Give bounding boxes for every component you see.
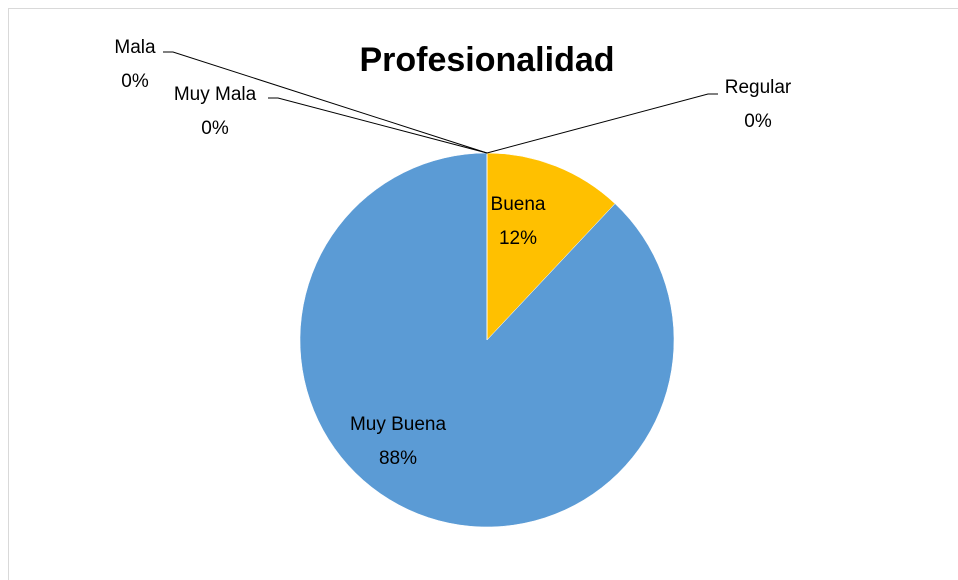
data-label-value: 0% <box>744 111 772 132</box>
leader-line <box>163 51 488 154</box>
pie-slice <box>486 152 616 341</box>
data-label-value: 0% <box>121 71 149 92</box>
data-label-name: Mala <box>114 37 156 58</box>
data-label-name: Regular <box>725 77 792 98</box>
data-label-name: Muy Mala <box>174 84 257 105</box>
leader-lines <box>163 51 718 154</box>
chart-title: Profesionalidad <box>359 41 614 79</box>
data-label-name: Muy Buena <box>350 414 447 435</box>
leader-line <box>486 93 718 154</box>
data-label-value: 12% <box>499 228 537 249</box>
data-label-value: 88% <box>379 448 417 469</box>
data-label-name: Buena <box>491 194 546 215</box>
data-label-value: 0% <box>201 118 229 139</box>
leader-line <box>268 97 488 154</box>
